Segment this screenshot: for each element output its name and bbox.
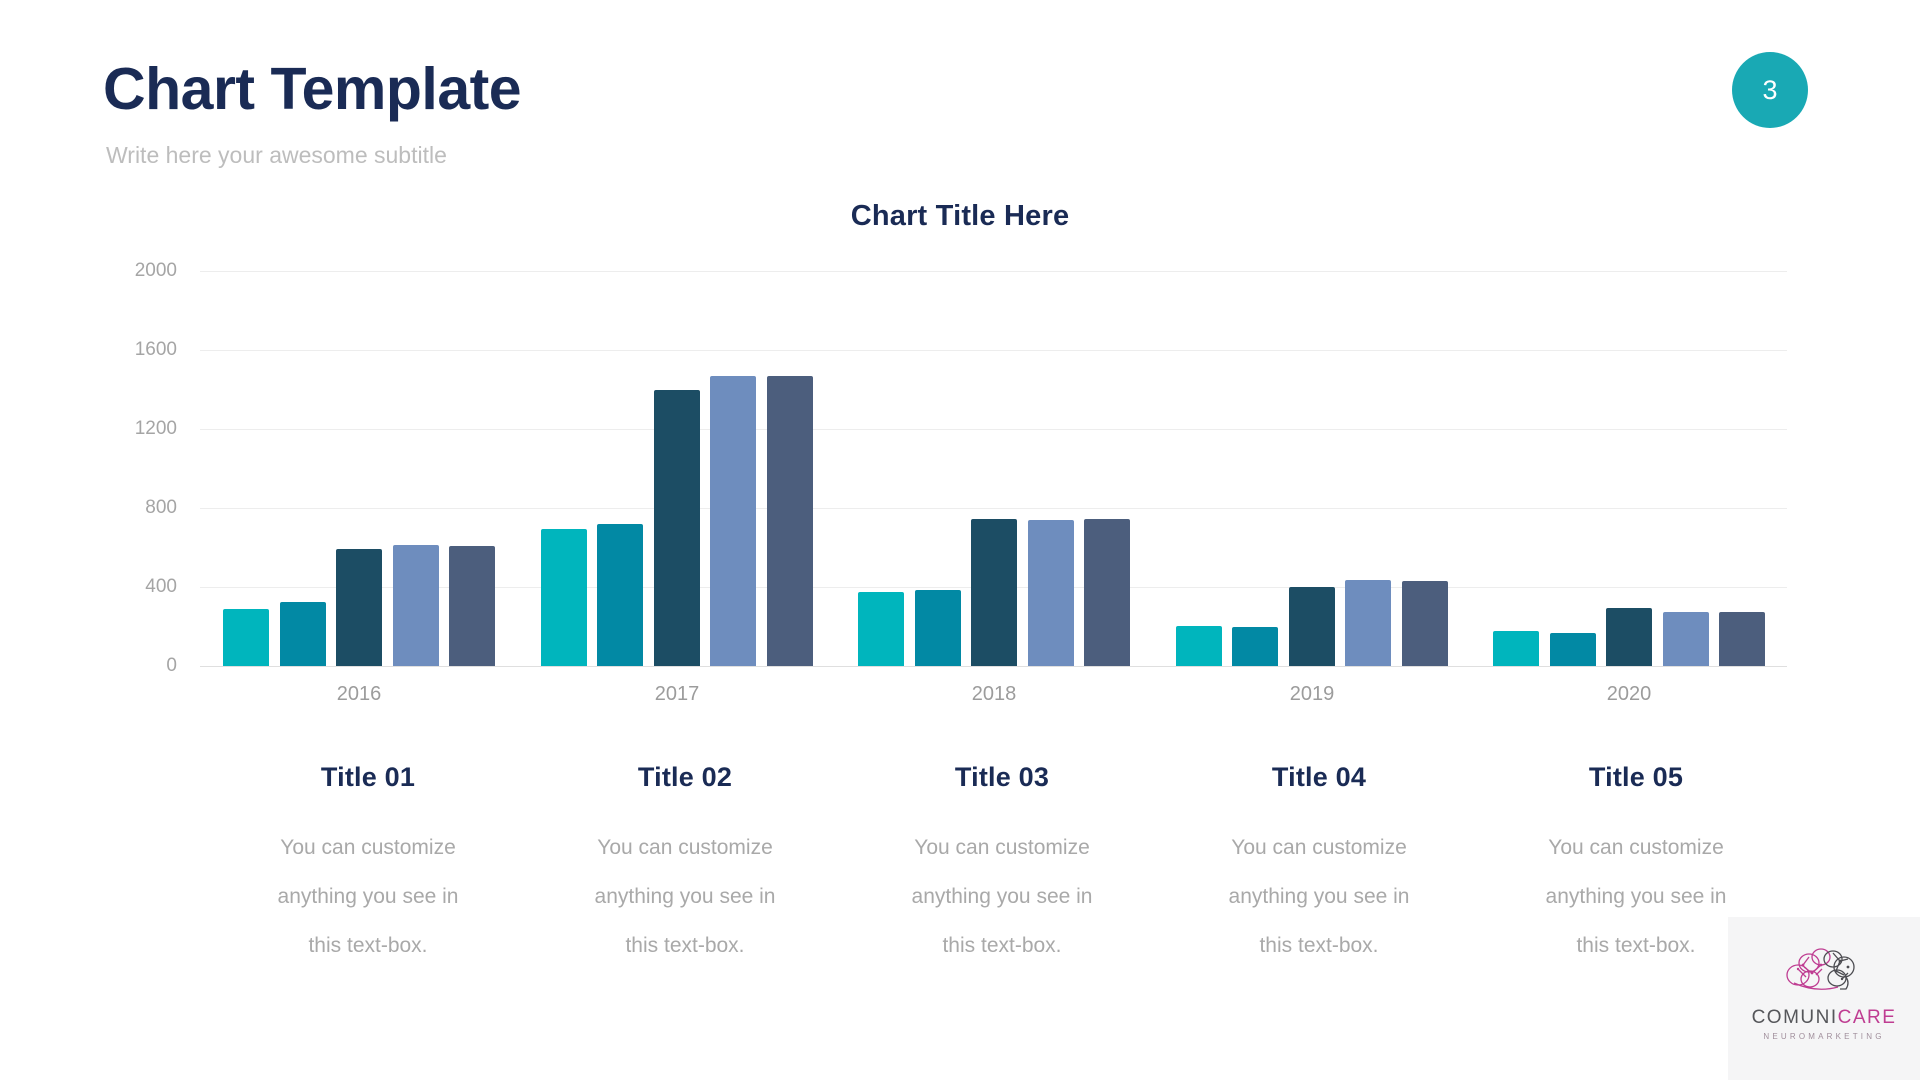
card-body: You can customize anything you see in this… <box>218 823 518 970</box>
x-axis-tick-label: 2020 <box>1606 683 1652 705</box>
card-body: You can customize anything you see in this… <box>1486 823 1786 970</box>
bar-2019-series-4 <box>1345 580 1391 666</box>
card-body-line: this text-box. <box>625 934 745 957</box>
page-number: 3 <box>1762 74 1778 105</box>
x-axis-tick-label: 2017 <box>654 683 700 705</box>
card-body-line: this text-box. <box>308 934 428 957</box>
brain-logo-icon <box>1786 948 1855 990</box>
bar-2018-series-3 <box>971 519 1017 666</box>
card-body-line: anything you see in <box>277 885 459 908</box>
bar-2020-series-3 <box>1606 608 1652 666</box>
card-body: You can customize anything you see in this… <box>1169 823 1469 970</box>
y-axis-tick-label: 0 <box>166 655 177 676</box>
bar-2019-series-3 <box>1289 587 1335 666</box>
card-body: You can customize anything you see in this… <box>852 823 1152 970</box>
card-body-line: You can customize <box>597 836 773 859</box>
card-title: Title 04 <box>1271 762 1367 792</box>
text-card-5: Title 05 You can customize anything you se… <box>1486 762 1786 970</box>
bar-2017-series-3 <box>654 390 700 666</box>
card-body-line: this text-box. <box>1259 934 1379 957</box>
bar-2020-series-5 <box>1719 612 1765 666</box>
chart-title: Chart Title Here <box>850 200 1070 232</box>
y-axis-tick-label: 1600 <box>134 339 177 360</box>
card-title: Title 02 <box>637 762 733 792</box>
bar-2016-series-2 <box>280 602 326 666</box>
bar-2017-series-1 <box>541 529 587 666</box>
logo-tagline: NEUROMARKETING <box>1763 1032 1885 1041</box>
x-axis-tick-label: 2016 <box>336 683 382 705</box>
bar-2016-series-5 <box>449 546 495 666</box>
gridline-2000 <box>200 271 1787 272</box>
card-title: Title 01 <box>320 762 416 792</box>
y-axis-tick-label: 800 <box>145 497 177 518</box>
bar-2018-series-5 <box>1084 519 1130 666</box>
gridline-0 <box>200 666 1787 667</box>
card-body: You can customize anything you see in this… <box>535 823 835 970</box>
card-body-line: anything you see in <box>911 885 1093 908</box>
bar-2017-series-2 <box>597 524 643 666</box>
card-body-line: You can customize <box>1548 836 1724 859</box>
bar-2020-series-1 <box>1493 631 1539 666</box>
bar-2019-series-2 <box>1232 627 1278 666</box>
bar-2017-series-4 <box>710 376 756 666</box>
page-title: Chart Template <box>103 56 522 122</box>
bar-2018-series-4 <box>1028 520 1074 666</box>
card-body-line: anything you see in <box>1228 885 1410 908</box>
x-axis-tick-label: 2018 <box>971 683 1017 705</box>
card-body-line: this text-box. <box>1576 934 1696 957</box>
bar-2016-series-3 <box>336 549 382 666</box>
bar-2019-series-5 <box>1402 581 1448 666</box>
bar-2019-series-1 <box>1176 626 1222 666</box>
bar-2016-series-4 <box>393 545 439 666</box>
y-axis-tick-label: 1200 <box>134 418 177 439</box>
card-body-line: You can customize <box>914 836 1090 859</box>
card-body-line: this text-box. <box>942 934 1062 957</box>
text-card-2: Title 02 You can customize anything you se… <box>535 762 835 970</box>
bar-2020-series-2 <box>1550 633 1596 666</box>
bar-2017-series-5 <box>767 376 813 666</box>
gridline-1200 <box>200 429 1787 430</box>
bar-2018-series-1 <box>858 592 904 666</box>
logo-wordmark: COMUNICARE <box>1751 1007 1897 1028</box>
card-title: Title 03 <box>954 762 1050 792</box>
gridline-1600 <box>200 350 1787 351</box>
text-card-4: Title 04 You can customize anything you se… <box>1169 762 1469 970</box>
x-axis-tick-label: 2019 <box>1289 683 1335 705</box>
bar-2020-series-4 <box>1663 612 1709 666</box>
text-card-1: Title 01 You can customize anything you se… <box>218 762 518 970</box>
y-axis-tick-label: 2000 <box>134 260 177 281</box>
card-body-line: anything you see in <box>1545 885 1727 908</box>
page-subtitle: Write here your awesome subtitle <box>106 142 447 168</box>
gridline-800 <box>200 508 1787 509</box>
bar-2016-series-1 <box>223 609 269 666</box>
y-axis-tick-label: 400 <box>145 576 177 597</box>
page-number-badge: 3 <box>1732 52 1808 128</box>
card-body-line: You can customize <box>1231 836 1407 859</box>
footer-logo-box: COMUNICARE NEUROMARKETING <box>1728 917 1920 1080</box>
bar-2018-series-2 <box>915 590 961 666</box>
card-body-line: anything you see in <box>594 885 776 908</box>
text-card-3: Title 03 You can customize anything you se… <box>852 762 1152 970</box>
card-title: Title 05 <box>1588 762 1684 792</box>
card-body-line: You can customize <box>280 836 456 859</box>
